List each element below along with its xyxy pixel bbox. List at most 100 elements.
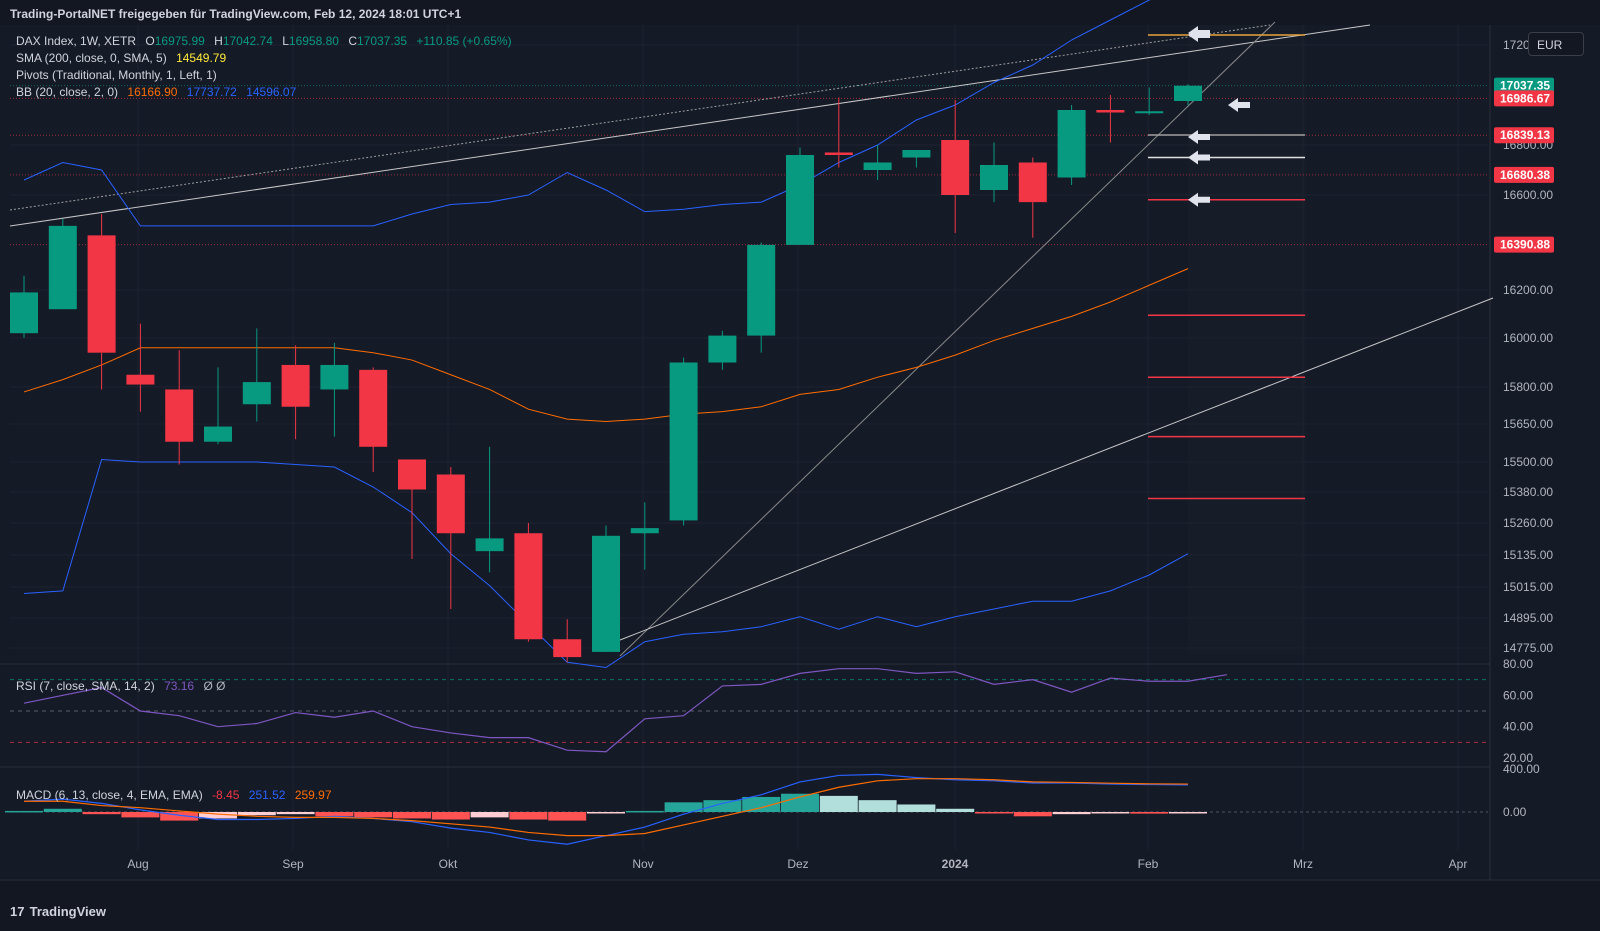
macd-hist-bar-22 — [858, 800, 897, 812]
macd-tick-label-0: 0.00 — [1503, 805, 1527, 819]
candle-body-0 — [10, 292, 38, 334]
bb-basis-line — [23, 268, 1189, 423]
trendline-upper-solid — [9, 24, 1371, 227]
macd-hist-bar-1 — [43, 808, 82, 812]
candle-body-15 — [592, 535, 620, 652]
marker-arrow-icon-2 — [1228, 98, 1250, 112]
candle-body-28 — [1096, 110, 1125, 113]
macd-hist-bar-2 — [82, 812, 121, 815]
trendline-steep — [619, 21, 1276, 657]
legend-symbol[interactable]: DAX Index, 1W, XETR — [16, 34, 137, 48]
macd-hist-bar-23 — [897, 804, 936, 812]
price-badge-4 — [1494, 236, 1554, 253]
price-tick-label-0: 14775.00 — [1503, 641, 1553, 655]
legend-bb-lower: 14596.07 — [246, 85, 297, 99]
legend-bb-basis: 16166.90 — [127, 85, 178, 99]
macd-hist-bar-5 — [199, 812, 237, 819]
candle-body-10 — [398, 459, 426, 490]
price-tick-label-11: 16600.00 — [1503, 188, 1553, 202]
pivot-arrow-icon-2 — [1188, 150, 1210, 165]
bb-lower-line — [23, 458, 1189, 669]
legend-bb-label[interactable]: BB (20, close, 2, 0) — [16, 85, 119, 99]
marker-arrow-icon-1 — [1188, 130, 1210, 144]
legend-rsi-value: 73.16 — [164, 679, 195, 693]
price-badge-label-3: 16680.38 — [1500, 168, 1550, 182]
candle-body-9 — [359, 369, 388, 447]
candle-body-30 — [1174, 85, 1202, 101]
candle-body-18 — [708, 335, 737, 363]
candle-body-14 — [553, 639, 582, 658]
candle-body-29 — [1135, 111, 1164, 114]
candle-body-26 — [1018, 162, 1047, 203]
macd-hist-bar-25 — [975, 812, 1013, 814]
price-badge-label-2: 16839.13 — [1500, 128, 1550, 142]
candle-body-16 — [630, 528, 659, 534]
macd-hist-bar-10 — [393, 812, 431, 819]
legend-macd-line: 251.52 — [248, 788, 286, 802]
legend-rsi-label[interactable]: RSI (7, close, SMA, 14, 2) — [16, 679, 155, 693]
candle-body-23 — [902, 150, 931, 158]
macd-hist-bar-6 — [237, 812, 276, 816]
candle-body-4 — [165, 389, 194, 442]
candle-body-12 — [475, 538, 504, 552]
rsi-tick-label-0: 20.00 — [1503, 751, 1533, 765]
marker-arrow-icon-0 — [1188, 26, 1210, 40]
macd-tick-label-1: 400.00 — [1503, 762, 1540, 776]
tradingview-logo-icon: 17 — [10, 904, 25, 919]
time-tick-label-3: Nov — [632, 857, 653, 871]
macd-hist-bar-29 — [1130, 812, 1169, 814]
price-tick-label-2: 15015.00 — [1503, 580, 1553, 594]
rsi-tick-label-3: 80.00 — [1503, 657, 1533, 671]
macd-hist-bar-13 — [509, 812, 548, 820]
legend-pivots: Pivots (Traditional, Monthly, 1, Left, 1… — [16, 68, 223, 82]
price-badge-1 — [1494, 90, 1554, 107]
legend-rsi: RSI (7, close, SMA, 14, 2) 73.16 Ø Ø — [16, 679, 231, 693]
candle-body-24 — [941, 140, 970, 195]
macd-hist-bar-14 — [548, 812, 587, 821]
candle-body-11 — [436, 474, 465, 534]
price-tick-label-8: 15800.00 — [1503, 380, 1553, 394]
macd-hist-bar-17 — [664, 802, 703, 812]
legend-sma-label[interactable]: SMA (200, close, 0, SMA, 5) — [16, 51, 167, 65]
macd-hist-bar-3 — [121, 812, 160, 818]
legend-sma-value: 14549.79 — [176, 51, 227, 65]
macd-hist-bar-30 — [1169, 812, 1207, 814]
bb-upper-line — [23, 0, 1151, 227]
macd-hist-bar-8 — [315, 812, 354, 817]
price-badge-label-1: 16986.67 — [1500, 91, 1550, 105]
legend-pivots-label[interactable]: Pivots (Traditional, Monthly, 1, Left, 1… — [16, 68, 217, 82]
macd-hist-bar-11 — [431, 812, 470, 820]
legend-high: H17042.74 — [214, 34, 273, 48]
price-badge-label-0: 17037.35 — [1500, 79, 1550, 93]
rsi-tick-label-2: 60.00 — [1503, 688, 1533, 702]
time-tick-label-2: Okt — [439, 857, 458, 871]
legend-low: L16958.80 — [282, 34, 339, 48]
time-tick-label-0: Aug — [127, 857, 148, 871]
legend-bb: BB (20, close, 2, 0) 16166.90 17737.72 1… — [16, 85, 302, 99]
price-tick-label-9: 16000.00 — [1503, 331, 1553, 345]
price-tick-label-7: 15650.00 — [1503, 417, 1553, 431]
legend-macd-hist: -8.45 — [212, 788, 240, 802]
macd-hist-bar-12 — [470, 812, 509, 818]
rsi-tick-label-1: 40.00 — [1503, 720, 1533, 734]
price-badge-2 — [1494, 127, 1554, 144]
macd-hist-bar-7 — [276, 812, 315, 815]
currency-button[interactable]: EUR — [1528, 32, 1584, 56]
macd-hist-bar-27 — [1052, 812, 1091, 815]
legend-open: O16975.99 — [145, 34, 205, 48]
price-tick-label-10: 16200.00 — [1503, 283, 1553, 297]
candle-body-6 — [242, 382, 271, 405]
price-tick-label-4: 15260.00 — [1503, 516, 1553, 530]
candle-body-5 — [204, 426, 232, 442]
macd-hist-bar-4 — [160, 812, 199, 821]
price-badge-3 — [1494, 166, 1554, 183]
candle-body-8 — [320, 364, 349, 390]
legend-bb-upper: 17737.72 — [186, 85, 237, 99]
price-tick-label-6: 15500.00 — [1503, 455, 1553, 469]
macd-signal-line — [24, 778, 1189, 837]
macd-hist-bar-19 — [742, 796, 781, 812]
legend-macd-label[interactable]: MACD (6, 13, close, 4, EMA, EMA) — [16, 788, 203, 802]
time-tick-label-7: Mrz — [1293, 857, 1313, 871]
tradingview-brand[interactable]: 17 TradingView — [10, 904, 106, 919]
